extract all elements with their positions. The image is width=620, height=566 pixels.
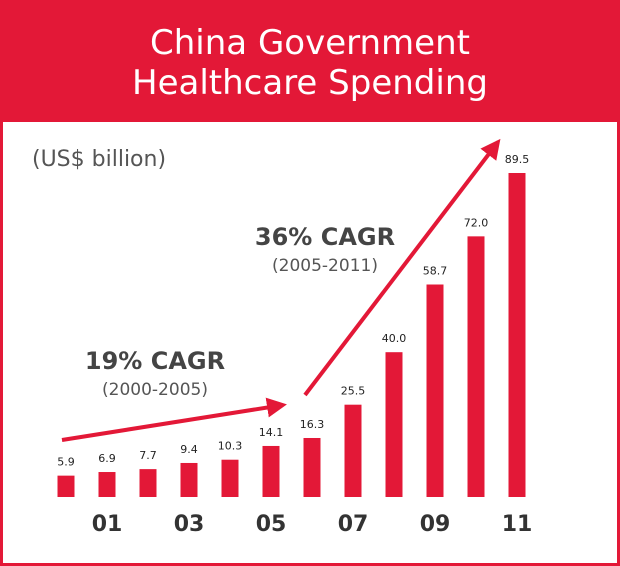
value-label: 10.3 <box>218 440 243 453</box>
bar <box>57 475 75 497</box>
bar <box>98 472 116 497</box>
bar <box>467 236 485 497</box>
value-label: 5.9 <box>57 456 75 469</box>
value-label: 25.5 <box>341 385 366 398</box>
bar <box>385 352 403 497</box>
bar <box>303 437 321 497</box>
header <box>0 0 620 122</box>
x-tick-label: 07 <box>338 512 369 537</box>
bar <box>139 469 157 497</box>
x-tick-label: 01 <box>92 512 123 537</box>
x-tick-label: 03 <box>174 512 205 537</box>
annotation: (2000-2005) <box>102 380 208 400</box>
subtitle: (US$ billion) <box>32 147 166 172</box>
bar <box>262 445 280 497</box>
chart-title: China Government Healthcare Spending <box>132 23 488 103</box>
value-label: 89.5 <box>505 153 530 166</box>
annotation: 19% CAGR <box>85 347 225 375</box>
value-label: 6.9 <box>98 452 116 465</box>
value-label: 40.0 <box>382 332 407 345</box>
x-tick-label: 09 <box>420 512 451 537</box>
annotation: (2005-2011) <box>272 256 378 276</box>
bar <box>221 459 239 497</box>
value-label: 16.3 <box>300 418 325 431</box>
value-label: 7.7 <box>139 449 157 462</box>
value-label: 58.7 <box>423 264 448 277</box>
value-label: 72.0 <box>464 216 489 229</box>
arrow <box>303 138 501 397</box>
bar <box>508 173 526 497</box>
annotation: 36% CAGR <box>255 223 395 251</box>
bar <box>180 462 198 497</box>
arrow <box>61 397 287 442</box>
x-tick-label: 05 <box>256 512 287 537</box>
x-tick-label: 11 <box>502 512 533 537</box>
bar <box>344 404 362 497</box>
value-label: 14.1 <box>259 426 284 439</box>
value-label: 9.4 <box>180 443 198 456</box>
bar <box>426 284 444 497</box>
